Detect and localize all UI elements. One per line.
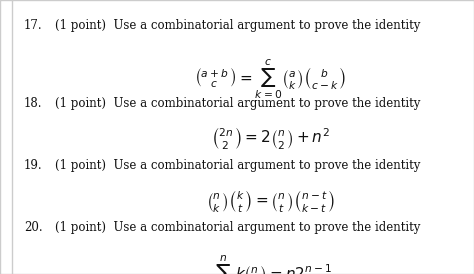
Text: 20.: 20. [24,221,42,233]
Text: (1 point)  Use a combinatorial argument to prove the identity: (1 point) Use a combinatorial argument t… [55,159,420,172]
Text: $\binom{n}{k}\binom{k}{t} = \binom{n}{t}\binom{n-t}{k-t}$: $\binom{n}{k}\binom{k}{t} = \binom{n}{t}… [206,188,335,214]
Text: (1 point)  Use a combinatorial argument to prove the identity: (1 point) Use a combinatorial argument t… [55,97,420,110]
Text: $\sum_{k=0}^{n} k\binom{n}{k} = n2^{n-1}$: $\sum_{k=0}^{n} k\binom{n}{k} = n2^{n-1}… [209,253,332,274]
Text: 19.: 19. [24,159,42,172]
Text: (1 point)  Use a combinatorial argument to prove the identity: (1 point) Use a combinatorial argument t… [55,221,420,233]
Text: 18.: 18. [24,97,42,110]
Text: (1 point)  Use a combinatorial argument to prove the identity: (1 point) Use a combinatorial argument t… [55,19,420,32]
Text: 17.: 17. [24,19,42,32]
Text: $\binom{a+b}{c} = \sum_{k=0}^{c}\binom{a}{k}\binom{b}{c-k}$: $\binom{a+b}{c} = \sum_{k=0}^{c}\binom{a… [194,58,346,101]
Text: $\binom{2n}{2} = 2\binom{n}{2} + n^2$: $\binom{2n}{2} = 2\binom{n}{2} + n^2$ [211,125,329,151]
